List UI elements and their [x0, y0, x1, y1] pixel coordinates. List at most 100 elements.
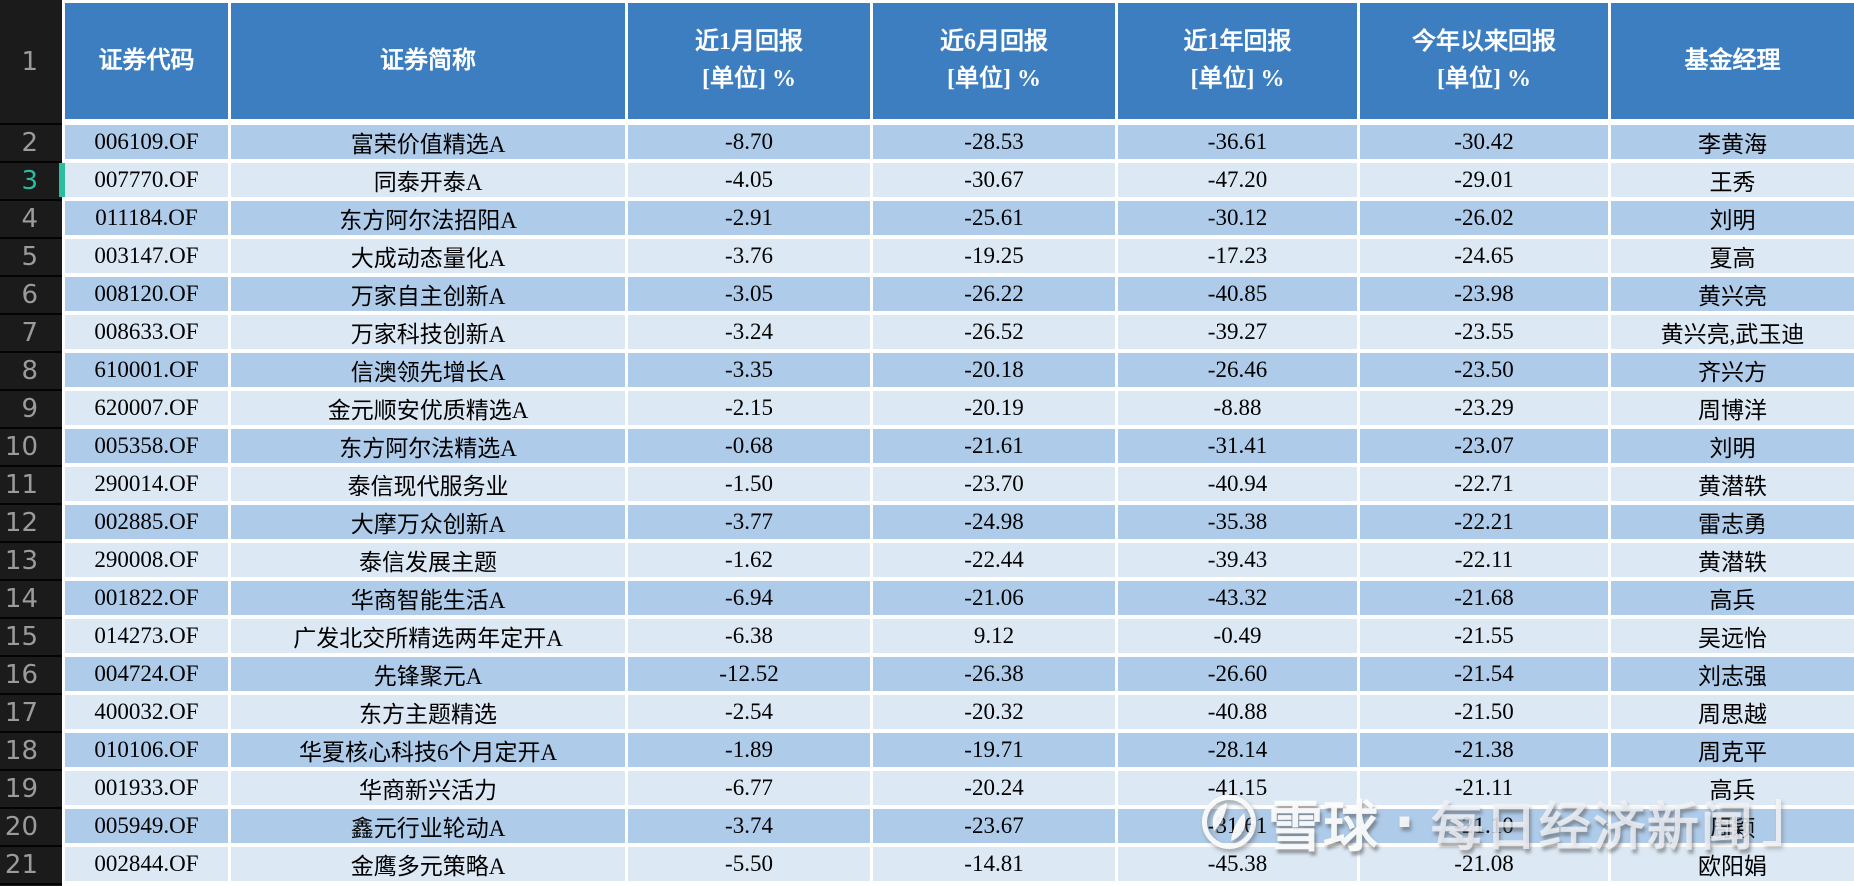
row-number[interactable]: 8	[0, 353, 62, 391]
cell-m6[interactable]: -23.67	[873, 809, 1115, 843]
cell-code[interactable]: 006109.OF	[65, 125, 228, 159]
cell-manager[interactable]: 李黄海	[1611, 125, 1854, 159]
cell-manager[interactable]: 黄兴亮	[1611, 277, 1854, 311]
column-header-name[interactable]: 证券简称	[231, 3, 625, 119]
cell-ytd[interactable]: -26.02	[1360, 201, 1608, 235]
cell-name[interactable]: 鑫元行业轮动A	[231, 809, 625, 843]
cell-m1[interactable]: -6.77	[628, 771, 870, 805]
cell-name[interactable]: 泰信现代服务业	[231, 467, 625, 501]
row-number[interactable]: 13	[0, 543, 62, 581]
cell-ytd[interactable]: -21.68	[1360, 581, 1608, 615]
cell-ytd[interactable]: -21.38	[1360, 733, 1608, 767]
column-header-manager[interactable]: 基金经理	[1611, 3, 1854, 119]
cell-m6[interactable]: -26.52	[873, 315, 1115, 349]
cell-m1[interactable]: -3.76	[628, 239, 870, 273]
cell-m1[interactable]: -3.24	[628, 315, 870, 349]
cell-manager[interactable]: 黄兴亮,武玉迪	[1611, 315, 1854, 349]
cell-name[interactable]: 先锋聚元A	[231, 657, 625, 691]
row-number[interactable]: 16	[0, 657, 62, 695]
row-number[interactable]: 20	[0, 809, 62, 847]
row-number[interactable]: 3	[0, 163, 62, 201]
row-number[interactable]: 1	[0, 0, 62, 125]
cell-code[interactable]: 400032.OF	[65, 695, 228, 729]
cell-m1[interactable]: -1.89	[628, 733, 870, 767]
cell-m6[interactable]: -24.98	[873, 505, 1115, 539]
cell-name[interactable]: 同泰开泰A	[231, 163, 625, 197]
row-number[interactable]: 9	[0, 391, 62, 429]
cell-m1[interactable]: -2.15	[628, 391, 870, 425]
cell-m6[interactable]: -21.61	[873, 429, 1115, 463]
cell-y1[interactable]: -41.15	[1118, 771, 1357, 805]
cell-m1[interactable]: -6.38	[628, 619, 870, 653]
cell-m1[interactable]: -0.68	[628, 429, 870, 463]
cell-m6[interactable]: -19.25	[873, 239, 1115, 273]
cell-m6[interactable]: -14.81	[873, 847, 1115, 881]
cell-y1[interactable]: -0.49	[1118, 619, 1357, 653]
cell-manager[interactable]: 刘志强	[1611, 657, 1854, 691]
cell-ytd[interactable]: -30.42	[1360, 125, 1608, 159]
cell-m6[interactable]: -20.19	[873, 391, 1115, 425]
cell-ytd[interactable]: -22.11	[1360, 543, 1608, 577]
cell-y1[interactable]: -40.85	[1118, 277, 1357, 311]
row-number[interactable]: 19	[0, 771, 62, 809]
cell-m6[interactable]: 9.12	[873, 619, 1115, 653]
cell-y1[interactable]: -40.94	[1118, 467, 1357, 501]
cell-name[interactable]: 大摩万众创新A	[231, 505, 625, 539]
cell-ytd[interactable]: -24.65	[1360, 239, 1608, 273]
cell-code[interactable]: 290008.OF	[65, 543, 228, 577]
cell-name[interactable]: 富荣价值精选A	[231, 125, 625, 159]
cell-name[interactable]: 东方主题精选	[231, 695, 625, 729]
cell-m6[interactable]: -23.70	[873, 467, 1115, 501]
cell-code[interactable]: 003147.OF	[65, 239, 228, 273]
cell-name[interactable]: 泰信发展主题	[231, 543, 625, 577]
cell-name[interactable]: 金鹰多元策略A	[231, 847, 625, 881]
cell-manager[interactable]: 高兵	[1611, 771, 1854, 805]
row-number[interactable]: 12	[0, 505, 62, 543]
cell-manager[interactable]: 刘明	[1611, 429, 1854, 463]
row-number[interactable]: 4	[0, 201, 62, 239]
cell-code[interactable]: 620007.OF	[65, 391, 228, 425]
cell-manager[interactable]: 刘明	[1611, 201, 1854, 235]
cell-y1[interactable]: -47.20	[1118, 163, 1357, 197]
row-number[interactable]: 10	[0, 429, 62, 467]
cell-m1[interactable]: -6.94	[628, 581, 870, 615]
cell-m1[interactable]: -1.50	[628, 467, 870, 501]
cell-code[interactable]: 011184.OF	[65, 201, 228, 235]
cell-manager[interactable]: 欧阳娟	[1611, 847, 1854, 881]
cell-name[interactable]: 信澳领先增长A	[231, 353, 625, 387]
row-number[interactable]: 5	[0, 239, 62, 277]
cell-m6[interactable]: -26.38	[873, 657, 1115, 691]
cell-m1[interactable]: -3.35	[628, 353, 870, 387]
cell-y1[interactable]: -31.61	[1118, 809, 1357, 843]
column-header-y1[interactable]: 近1年回报 [单位] %	[1118, 3, 1357, 119]
cell-manager[interactable]: 王秀	[1611, 163, 1854, 197]
cell-ytd[interactable]: -23.50	[1360, 353, 1608, 387]
cell-y1[interactable]: -30.12	[1118, 201, 1357, 235]
cell-name[interactable]: 东方阿尔法精选A	[231, 429, 625, 463]
row-number[interactable]: 7	[0, 315, 62, 353]
cell-code[interactable]: 010106.OF	[65, 733, 228, 767]
cell-m6[interactable]: -28.53	[873, 125, 1115, 159]
cell-name[interactable]: 金元顺安优质精选A	[231, 391, 625, 425]
cell-code[interactable]: 005358.OF	[65, 429, 228, 463]
column-header-m1[interactable]: 近1月回报 [单位] %	[628, 3, 870, 119]
cell-manager[interactable]: 周博洋	[1611, 391, 1854, 425]
cell-code[interactable]: 005949.OF	[65, 809, 228, 843]
cell-y1[interactable]: -39.27	[1118, 315, 1357, 349]
cell-code[interactable]: 002844.OF	[65, 847, 228, 881]
cell-y1[interactable]: -26.46	[1118, 353, 1357, 387]
cell-code[interactable]: 001822.OF	[65, 581, 228, 615]
column-header-ytd[interactable]: 今年以来回报 [单位] %	[1360, 3, 1608, 119]
cell-y1[interactable]: -8.88	[1118, 391, 1357, 425]
cell-name[interactable]: 华商智能生活A	[231, 581, 625, 615]
cell-ytd[interactable]: -21.50	[1360, 695, 1608, 729]
cell-name[interactable]: 万家自主创新A	[231, 277, 625, 311]
cell-name[interactable]: 华夏核心科技6个月定开A	[231, 733, 625, 767]
cell-manager[interactable]: 周克平	[1611, 733, 1854, 767]
cell-y1[interactable]: -31.41	[1118, 429, 1357, 463]
cell-y1[interactable]: -40.88	[1118, 695, 1357, 729]
cell-ytd[interactable]: -23.55	[1360, 315, 1608, 349]
cell-m6[interactable]: -20.24	[873, 771, 1115, 805]
cell-m1[interactable]: -4.05	[628, 163, 870, 197]
cell-y1[interactable]: -36.61	[1118, 125, 1357, 159]
